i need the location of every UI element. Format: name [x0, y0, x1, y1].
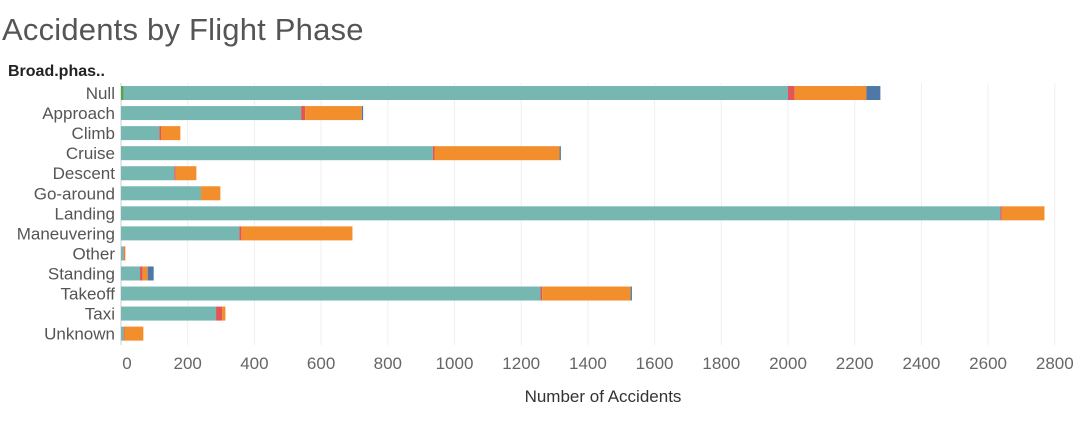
category-label: Go-around [34, 184, 115, 203]
x-tick-label: 1400 [569, 354, 607, 373]
bar-segment[interactable] [121, 146, 433, 161]
category-label: Other [72, 244, 115, 263]
x-tick-label: 1600 [636, 354, 674, 373]
x-tick-label: 1200 [502, 354, 540, 373]
bar-segment[interactable] [124, 326, 144, 341]
category-label: Maneuvering [17, 224, 115, 243]
chart-title: Accidents by Flight Phase [2, 12, 364, 47]
bar-segment[interactable] [866, 86, 881, 101]
bar-segment[interactable] [434, 146, 560, 161]
bar-segment[interactable] [123, 326, 125, 341]
bar-segment[interactable] [559, 146, 561, 161]
bar-segment[interactable] [121, 206, 1001, 221]
bars-group [121, 86, 1045, 341]
x-tick-label: 1000 [436, 354, 474, 373]
x-tick-label: 2800 [1036, 354, 1074, 373]
bar-segment[interactable] [630, 286, 632, 301]
row-field-header: Broad.phas.. [8, 63, 105, 80]
bar-segment[interactable] [794, 86, 867, 101]
bar-segment[interactable] [540, 286, 543, 301]
bar-segment[interactable] [124, 246, 126, 261]
bar-segment[interactable] [121, 186, 202, 201]
category-label: Cruise [66, 144, 115, 163]
category-label: Approach [42, 104, 115, 123]
bar-segment[interactable] [140, 266, 143, 281]
bar-segment[interactable] [121, 166, 175, 181]
x-tick-label: 400 [240, 354, 268, 373]
bar-segment[interactable] [201, 186, 221, 201]
x-tick-label: 2400 [902, 354, 940, 373]
bar-segment[interactable] [121, 86, 124, 101]
x-tick-label: 200 [174, 354, 202, 373]
bar-segment[interactable] [1001, 206, 1045, 221]
category-label: Landing [54, 204, 115, 223]
bar-segment[interactable] [432, 146, 435, 161]
x-tick-label: 2000 [769, 354, 807, 373]
bar-segment[interactable] [361, 106, 364, 121]
category-label: Takeoff [60, 285, 115, 304]
x-tick-label: 2600 [969, 354, 1007, 373]
bar-segment[interactable] [301, 106, 306, 121]
x-tick-label: 600 [307, 354, 335, 373]
x-tick-label: 800 [374, 354, 402, 373]
bar-segment[interactable] [161, 126, 181, 141]
bar-segment[interactable] [241, 226, 353, 241]
bar-segment[interactable] [147, 266, 154, 281]
bar-segment[interactable] [159, 126, 162, 141]
bar-segment[interactable] [121, 106, 302, 121]
bar-segment[interactable] [121, 226, 240, 241]
x-axis-title: Number of Accidents [525, 387, 682, 406]
category-label: Climb [72, 124, 115, 143]
bar-segment[interactable] [216, 306, 223, 321]
bar-segment[interactable] [222, 306, 226, 321]
category-label: Taxi [85, 305, 115, 324]
bar-segment[interactable] [1000, 206, 1002, 221]
x-tick-label: 0 [122, 354, 131, 373]
bar-segment[interactable] [121, 266, 141, 281]
category-label: Descent [53, 164, 116, 183]
bar-segment[interactable] [121, 326, 124, 341]
tick-labels: 0 200 400 600 800 1000 1200 1400 1600 1800 2000 220… [122, 354, 1073, 373]
x-tick-label: 1800 [702, 354, 740, 373]
category-label: Null [86, 84, 115, 103]
bar-segment[interactable] [121, 246, 124, 261]
bar-segment[interactable] [121, 126, 160, 141]
x-tick-label: 2200 [836, 354, 874, 373]
bar-segment[interactable] [305, 106, 362, 121]
bar-segment[interactable] [174, 166, 176, 181]
bar-segment[interactable] [123, 246, 125, 261]
bar-segment[interactable] [542, 286, 631, 301]
category-label: Standing [48, 264, 115, 283]
bar-segment[interactable] [121, 306, 217, 321]
category-labels: NullApproachClimbCruiseDescentGo-aroundL… [17, 84, 116, 344]
bar-segment[interactable] [788, 86, 795, 101]
bar-segment[interactable] [142, 266, 148, 281]
category-label: Unknown [44, 325, 115, 344]
bar-segment[interactable] [175, 166, 197, 181]
bar-segment[interactable] [121, 286, 541, 301]
bar-segment[interactable] [239, 226, 242, 241]
bar-segment[interactable] [123, 86, 789, 101]
